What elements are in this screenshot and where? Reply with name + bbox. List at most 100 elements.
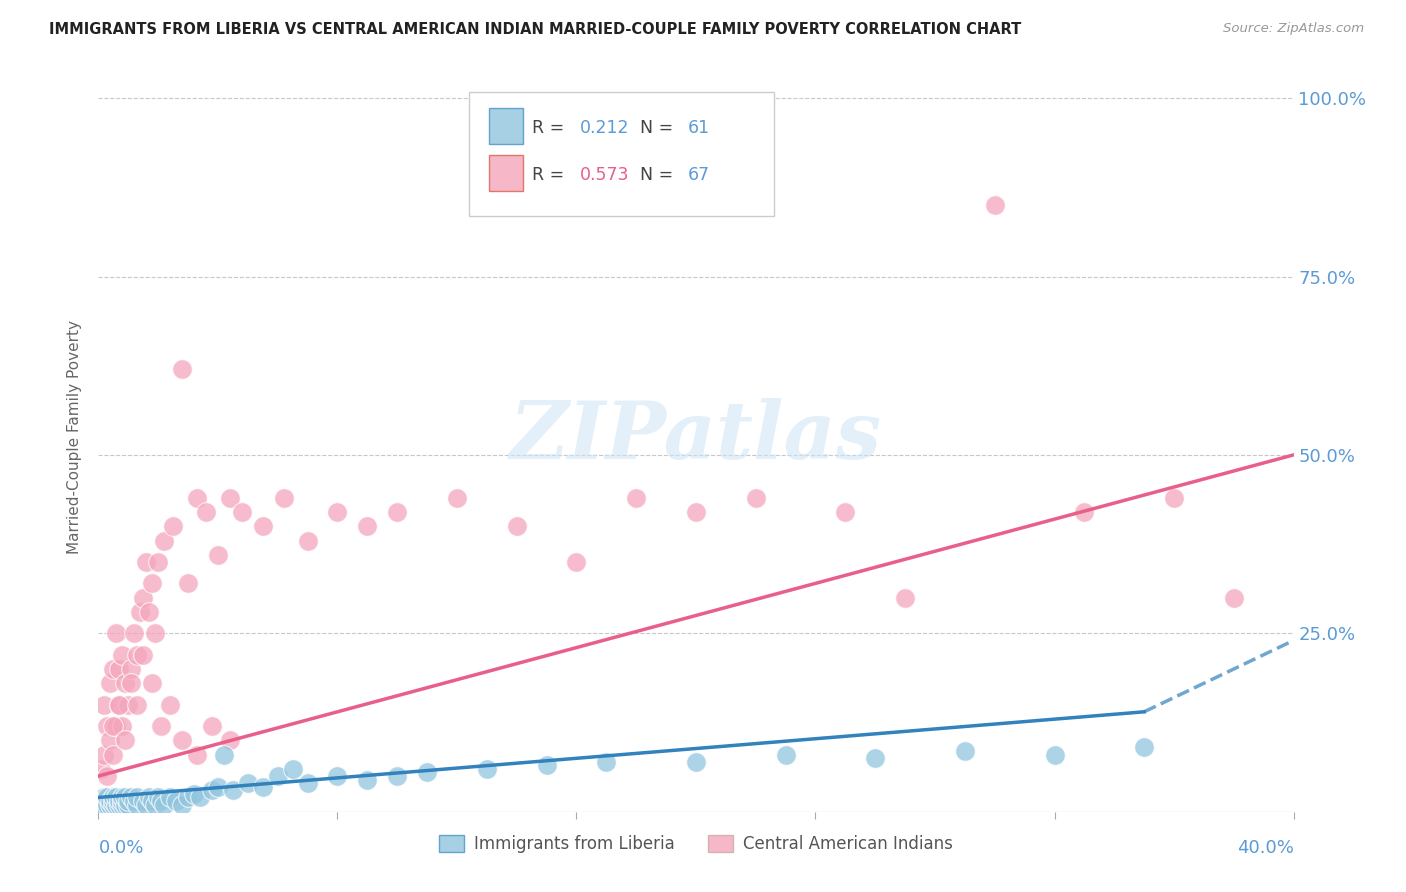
Point [894,591,917,605]
Point [127,698,149,712]
Point [385,505,409,519]
Point [207,780,229,794]
FancyBboxPatch shape [489,155,523,191]
Point [120,790,142,805]
Point [775,747,797,762]
Point [96,769,118,783]
Point [834,505,856,519]
Text: 40.0%: 40.0% [1237,839,1294,857]
Point [219,733,242,747]
Point [103,747,125,762]
Point [117,794,139,808]
Point [98,733,122,747]
Point [685,755,707,769]
Point [103,662,125,676]
Point [595,755,617,769]
Point [124,626,146,640]
Point [326,769,349,783]
Text: R =: R = [533,166,569,184]
Point [93,797,115,812]
Point [356,519,378,533]
Point [267,769,290,783]
Text: N =: N = [640,166,679,184]
Text: Source: ZipAtlas.com: Source: ZipAtlas.com [1223,22,1364,36]
Point [105,797,128,812]
Legend: Immigrants from Liberia, Central American Indians: Immigrants from Liberia, Central America… [432,828,960,860]
Text: 61: 61 [688,119,710,136]
Point [143,797,166,812]
Point [385,769,409,783]
Point [135,797,157,812]
Point [953,744,976,758]
Point [172,797,194,812]
Point [1163,491,1185,505]
Point [108,794,131,808]
Point [93,698,115,712]
Point [1223,591,1246,605]
Point [162,519,184,533]
Point [114,790,136,805]
Point [132,648,155,662]
Point [212,747,235,762]
Point [108,698,131,712]
Point [111,790,134,805]
Point [98,794,122,808]
Point [114,733,136,747]
Point [105,626,128,640]
Point [446,491,468,505]
Point [159,790,181,805]
Point [120,676,142,690]
Text: 0.212: 0.212 [581,119,630,136]
Point [93,790,115,805]
Point [98,676,122,690]
Point [186,491,208,505]
Point [153,797,176,812]
Point [141,576,163,591]
Point [120,662,142,676]
Point [96,719,118,733]
Point [135,555,157,569]
Point [150,794,173,808]
Point [177,790,200,805]
Point [141,676,163,690]
Point [150,719,173,733]
Point [475,762,498,776]
Point [111,719,134,733]
Text: 0.0%: 0.0% [98,839,143,857]
Point [90,762,112,776]
Point [108,698,131,712]
Point [626,491,648,505]
Point [281,762,304,776]
Point [172,733,194,747]
Point [326,505,349,519]
FancyBboxPatch shape [489,108,523,145]
Text: R =: R = [533,119,569,136]
Point [252,519,274,533]
Point [114,676,136,690]
Point [127,790,149,805]
Point [201,783,224,797]
Point [685,505,707,519]
Point [132,794,155,808]
Point [117,797,139,812]
Point [132,591,155,605]
FancyBboxPatch shape [470,93,773,216]
Point [93,747,115,762]
Point [127,797,149,812]
Point [111,794,134,808]
Point [183,787,205,801]
Point [984,198,1007,212]
Point [114,797,136,812]
Point [129,605,152,619]
Point [297,776,319,790]
Point [506,519,529,533]
Point [231,505,253,519]
Point [222,783,245,797]
Point [111,648,134,662]
Point [273,491,295,505]
Point [98,797,122,812]
Point [1043,747,1066,762]
Point [186,747,208,762]
Point [124,794,146,808]
Point [195,505,218,519]
